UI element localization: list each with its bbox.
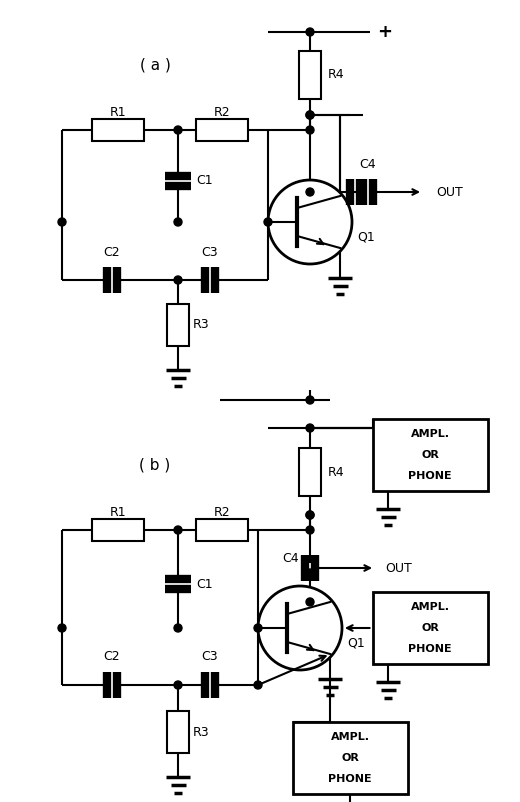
Text: AMPL.: AMPL.: [331, 732, 370, 743]
Text: OR: OR: [341, 753, 359, 763]
Circle shape: [306, 424, 314, 432]
Text: C4: C4: [360, 157, 376, 171]
Circle shape: [306, 396, 314, 404]
Bar: [167, 711, 189, 753]
Bar: [299, 51, 321, 99]
Text: PHONE: PHONE: [328, 774, 372, 784]
Circle shape: [174, 624, 182, 632]
Bar: [92, 519, 144, 541]
Bar: [299, 448, 321, 496]
Text: R3: R3: [193, 726, 210, 739]
Circle shape: [174, 276, 182, 284]
Circle shape: [174, 218, 182, 226]
Circle shape: [58, 624, 66, 632]
Bar: [372, 419, 488, 491]
Circle shape: [254, 681, 262, 689]
Text: C2: C2: [103, 650, 120, 663]
Bar: [196, 119, 248, 141]
Text: PHONE: PHONE: [408, 643, 452, 654]
Circle shape: [306, 526, 314, 534]
Text: OUT: OUT: [385, 561, 412, 574]
Circle shape: [306, 111, 314, 119]
Circle shape: [58, 218, 66, 226]
Text: C1: C1: [196, 577, 213, 590]
Text: ( a ): ( a ): [139, 58, 171, 72]
Circle shape: [258, 586, 342, 670]
Text: R4: R4: [328, 465, 345, 479]
Circle shape: [174, 526, 182, 534]
Text: AMPL.: AMPL.: [410, 602, 449, 613]
Text: R4: R4: [328, 68, 345, 82]
Circle shape: [268, 180, 352, 264]
Circle shape: [254, 624, 262, 632]
Circle shape: [306, 126, 314, 134]
Circle shape: [306, 111, 314, 119]
Text: R1: R1: [110, 106, 126, 119]
Text: C3: C3: [202, 650, 218, 663]
Circle shape: [306, 28, 314, 36]
Text: PHONE: PHONE: [408, 471, 452, 480]
Bar: [292, 722, 408, 794]
Text: C3: C3: [202, 245, 218, 258]
Text: Q1: Q1: [357, 230, 375, 244]
Text: R1: R1: [110, 505, 126, 519]
Circle shape: [264, 218, 272, 226]
Text: Q1: Q1: [347, 637, 365, 650]
Text: R2: R2: [214, 505, 230, 519]
Bar: [372, 592, 488, 664]
Circle shape: [174, 681, 182, 689]
Text: OR: OR: [421, 623, 439, 633]
Bar: [167, 304, 189, 346]
Bar: [196, 519, 248, 541]
Text: R3: R3: [193, 318, 210, 331]
Text: C1: C1: [196, 175, 213, 188]
Text: ( b ): ( b ): [139, 457, 171, 472]
Text: OUT: OUT: [436, 185, 463, 199]
Text: AMPL.: AMPL.: [410, 429, 449, 439]
Text: C2: C2: [103, 245, 120, 258]
Text: +: +: [378, 23, 393, 41]
Bar: [92, 119, 144, 141]
Text: OR: OR: [421, 450, 439, 460]
Circle shape: [306, 569, 314, 577]
Circle shape: [306, 598, 314, 606]
Circle shape: [174, 126, 182, 134]
Circle shape: [306, 188, 314, 196]
Text: R2: R2: [214, 106, 230, 119]
Text: C4: C4: [282, 552, 298, 565]
Circle shape: [306, 511, 314, 519]
Circle shape: [306, 511, 314, 519]
